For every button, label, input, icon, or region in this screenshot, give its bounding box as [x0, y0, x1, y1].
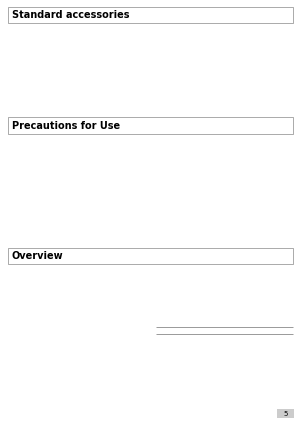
Bar — [278, 409, 294, 418]
Bar — [8, 117, 292, 134]
Bar — [8, 248, 292, 264]
Text: Overview: Overview — [12, 251, 64, 261]
Bar — [8, 7, 292, 23]
Text: 5: 5 — [284, 411, 288, 417]
Text: Standard accessories: Standard accessories — [12, 10, 130, 20]
Text: Precautions for Use: Precautions for Use — [12, 120, 120, 131]
